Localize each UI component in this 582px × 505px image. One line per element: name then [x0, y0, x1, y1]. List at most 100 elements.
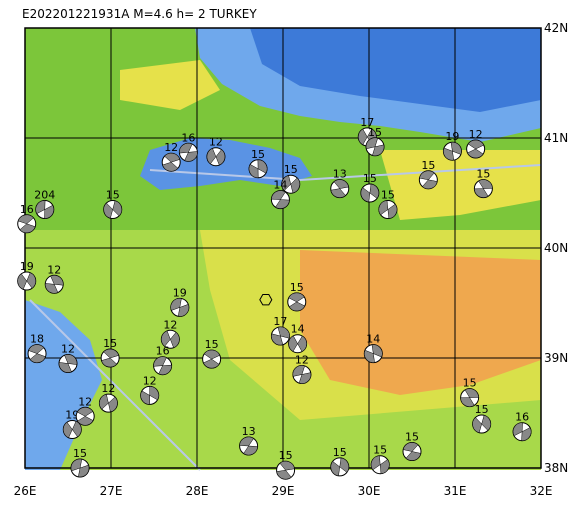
event-label: 16 [156, 345, 170, 358]
focal-mechanism [292, 365, 312, 384]
focal-mechanism [161, 152, 181, 172]
event-label: 15 [463, 377, 477, 390]
focal-mechanism [35, 200, 55, 219]
compression-quadrant [370, 455, 390, 474]
compression-quadrant [28, 344, 46, 363]
event-label: 12 [163, 318, 177, 331]
compression-quadrant [288, 335, 307, 352]
event-label: 204 [34, 189, 55, 202]
focal-mechanism [473, 179, 493, 199]
compression-quadrant [101, 348, 120, 368]
compression-quadrant [460, 388, 479, 407]
event-label: 12 [143, 374, 157, 387]
focal-mechanism [248, 159, 268, 179]
focal-mechanism [287, 292, 307, 312]
compression-quadrant [76, 407, 94, 426]
compression-quadrant [276, 460, 295, 480]
lon-tick-label: 26E [14, 484, 37, 498]
event-label: 16 [515, 411, 529, 424]
event-label: 15 [279, 449, 293, 462]
lat-tick-label: 38N [544, 461, 568, 475]
focal-mechanism [460, 388, 480, 408]
compression-quadrant [179, 143, 198, 162]
compression-quadrant [281, 175, 300, 194]
lon-tick-label: 29E [272, 484, 295, 498]
compression-quadrant [35, 200, 54, 219]
focal-mechanism [178, 142, 198, 162]
focal-mechanism [44, 274, 64, 294]
compression-quadrant [467, 139, 485, 159]
event-label: 15 [251, 148, 265, 161]
focal-mechanism [363, 344, 383, 364]
focal-mechanism [153, 356, 173, 376]
event-label: 15 [205, 338, 219, 351]
compression-quadrant [443, 141, 462, 161]
epicenter [259, 294, 273, 306]
event-label: 19 [20, 260, 34, 273]
event-label: 15 [368, 126, 382, 139]
event-label: 15 [290, 281, 304, 294]
event-label: 15 [106, 189, 120, 202]
event-label: 15 [103, 337, 117, 350]
event-label: 15 [421, 159, 435, 172]
event-label: 13 [242, 425, 256, 438]
event-label: 16 [20, 203, 34, 216]
focal-mechanism [370, 455, 390, 475]
focal-mechanism [239, 436, 259, 456]
focal-mechanism [365, 137, 385, 157]
compression-quadrant [512, 422, 532, 441]
event-label: 15 [363, 172, 377, 185]
focal-mechanism [512, 422, 532, 442]
lat-tick-label: 41N [544, 131, 568, 145]
event-label: 15 [381, 189, 395, 202]
focal-mechanism [70, 458, 90, 478]
compression-quadrant [330, 179, 349, 198]
event-label: 15 [405, 431, 419, 444]
focal-mechanism [330, 179, 350, 199]
focal-mechanism [378, 200, 398, 219]
compression-quadrant [271, 326, 290, 346]
event-label: 12 [78, 395, 92, 408]
compression-quadrant [140, 386, 159, 405]
event-label: 14 [366, 333, 380, 346]
focal-mechanism [270, 190, 290, 210]
lon-tick-label: 32E [530, 484, 553, 498]
compression-quadrant [248, 159, 268, 179]
compression-quadrant [206, 148, 226, 166]
event-label: 19 [65, 409, 79, 422]
compression-quadrant [153, 356, 172, 375]
event-label: 15 [475, 403, 489, 416]
lat-tick-label: 39N [544, 351, 568, 365]
focal-mechanism [160, 329, 180, 349]
focal-mechanism [402, 442, 422, 461]
event-label: 15 [333, 446, 347, 459]
compression-quadrant [45, 275, 64, 294]
lon-tick-label: 28E [186, 484, 209, 498]
compression-quadrant [330, 457, 349, 477]
compression-quadrant [161, 330, 180, 349]
event-label: 17 [273, 315, 287, 328]
focal-mechanism [58, 354, 78, 373]
compression-quadrant [17, 214, 36, 234]
compression-quadrant [292, 365, 312, 384]
compression-quadrant [162, 152, 181, 172]
focal-mechanism [202, 349, 222, 369]
lon-tick-label: 30E [358, 484, 381, 498]
lon-tick-label: 31E [444, 484, 467, 498]
focal-mechanism [418, 170, 438, 190]
focal-mechanism [170, 297, 190, 317]
focal-mechanism [288, 334, 308, 354]
event-label: 12 [209, 136, 223, 149]
focal-mechanism [17, 214, 37, 234]
focal-mechanism [75, 406, 95, 426]
compression-quadrant [364, 344, 383, 363]
focal-mechanism [103, 200, 123, 219]
event-label: 17 [360, 116, 374, 129]
focal-mechanism [442, 141, 462, 161]
compression-quadrant [103, 200, 123, 219]
focal-mechanism [206, 147, 226, 167]
event-label: 19 [445, 130, 459, 143]
compression-quadrant [378, 200, 398, 219]
focal-mechanism [276, 460, 296, 480]
